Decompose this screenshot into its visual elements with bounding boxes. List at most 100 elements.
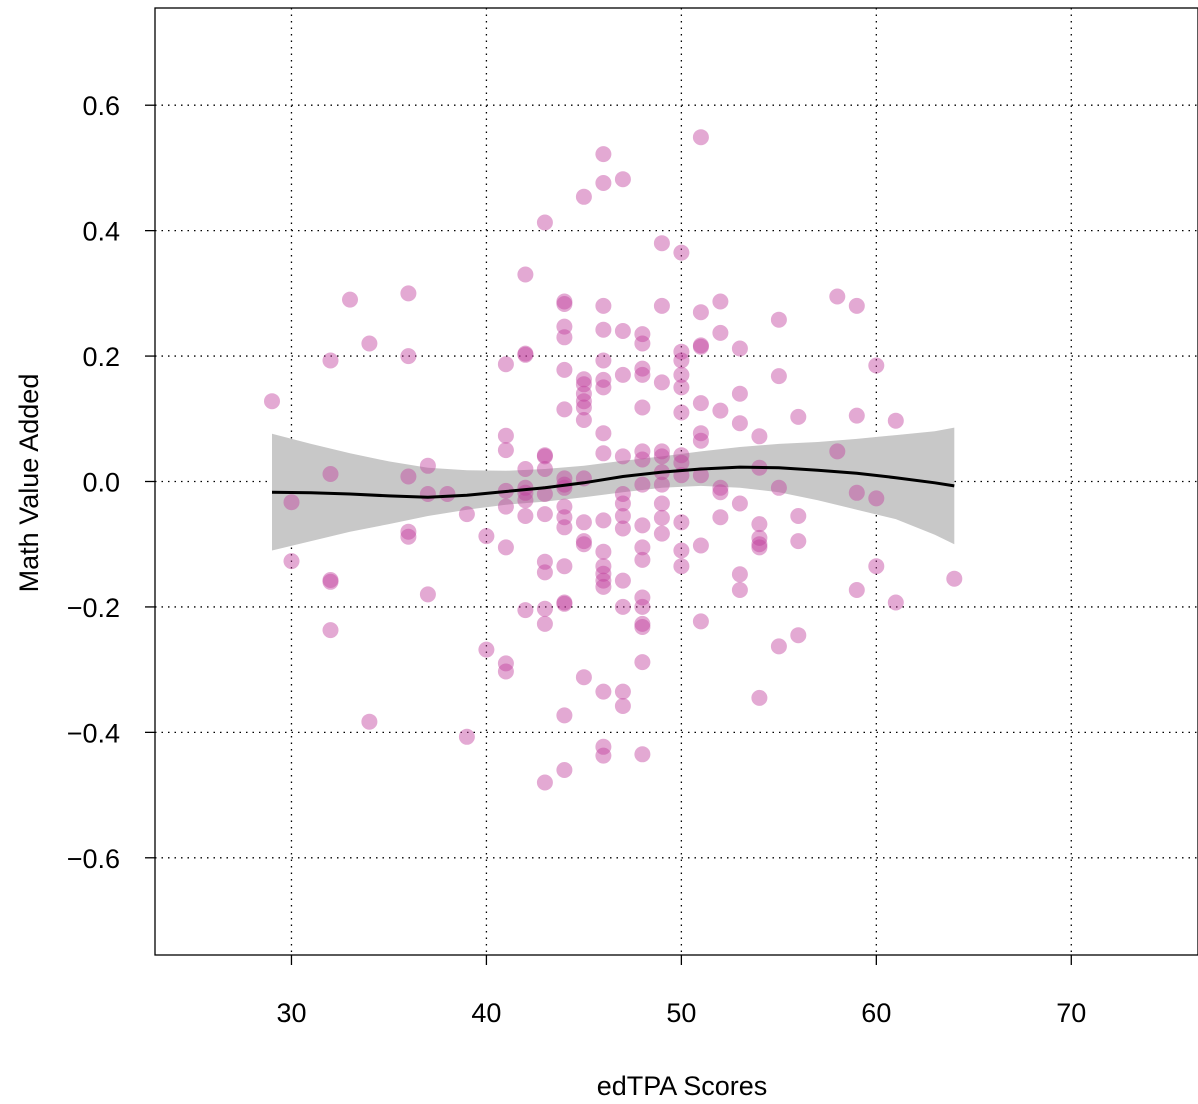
data-point (712, 324, 729, 341)
data-point (595, 352, 612, 369)
data-point (595, 297, 612, 314)
data-point (614, 508, 631, 524)
data-point (556, 594, 573, 611)
data-point (614, 366, 631, 383)
data-point (634, 476, 651, 493)
data-point (595, 321, 612, 338)
data-point (712, 402, 729, 419)
data-point (673, 514, 690, 531)
data-point (692, 304, 709, 321)
data-point (673, 352, 690, 369)
data-point (673, 404, 690, 421)
data-point (575, 533, 592, 550)
data-point (712, 479, 729, 496)
data-point (770, 311, 787, 328)
data-point (692, 467, 709, 484)
data-point (634, 615, 651, 632)
data-point (283, 553, 300, 570)
data-point (634, 746, 651, 763)
data-point (556, 401, 573, 418)
data-point (517, 508, 534, 524)
data-point (536, 774, 553, 791)
data-point (692, 613, 709, 630)
data-point (673, 366, 690, 383)
data-point (634, 654, 651, 671)
data-point (536, 553, 553, 570)
data-point (595, 572, 612, 589)
data-point (614, 520, 631, 537)
data-point (614, 598, 631, 615)
data-point (595, 683, 612, 700)
y-axis-title: Math Value Added (14, 374, 44, 593)
data-point (692, 337, 709, 354)
data-point (575, 385, 592, 402)
data-point (556, 470, 573, 487)
data-point (770, 638, 787, 655)
data-point (614, 448, 631, 465)
data-point (887, 412, 904, 429)
data-point (731, 582, 748, 598)
x-tick-label: 30 (276, 998, 306, 1028)
data-point (575, 371, 592, 388)
data-point (790, 508, 807, 524)
data-point (751, 529, 768, 546)
data-point (556, 509, 573, 526)
data-point (692, 129, 709, 146)
smooth-fit-line (271, 465, 955, 499)
data-point (731, 385, 748, 402)
x-tick-label: 40 (471, 998, 501, 1028)
data-point (595, 565, 612, 582)
data-point (614, 486, 631, 502)
data-point (673, 447, 690, 464)
data-point (692, 432, 709, 449)
data-point (556, 707, 573, 724)
data-point (751, 539, 768, 556)
y-tick-label: −0.6 (67, 844, 120, 874)
data-point (517, 346, 534, 363)
data-point (497, 356, 514, 373)
data-point (556, 318, 573, 335)
data-point (868, 490, 885, 507)
data-point (634, 360, 651, 377)
data-point (419, 486, 436, 502)
y-tick-label: 0.2 (82, 342, 120, 372)
data-point (653, 235, 670, 252)
data-point (322, 466, 339, 482)
data-point (848, 407, 865, 424)
data-point (751, 516, 768, 533)
data-point (614, 572, 631, 589)
data-point (673, 454, 690, 471)
data-point (400, 468, 417, 485)
data-point (458, 728, 475, 745)
data-point (322, 573, 339, 590)
data-point (556, 558, 573, 575)
data-point (595, 146, 612, 163)
data-point (283, 494, 300, 511)
data-point (595, 747, 612, 764)
data-point (595, 578, 612, 595)
data-point (731, 566, 748, 583)
data-point (400, 523, 417, 540)
data-point (673, 379, 690, 396)
data-point (575, 536, 592, 553)
data-point (439, 486, 456, 502)
data-point (575, 399, 592, 416)
data-point (536, 214, 553, 231)
data-point (634, 598, 651, 615)
data-point (614, 683, 631, 700)
data-point (634, 443, 651, 460)
data-point (556, 595, 573, 612)
data-point (653, 374, 670, 391)
data-point (595, 175, 612, 191)
data-point (536, 461, 553, 477)
data-point (497, 655, 514, 672)
data-point (634, 619, 651, 635)
data-point (712, 509, 729, 526)
data-point (829, 288, 846, 305)
x-tick-label: 70 (1056, 998, 1086, 1028)
data-point (361, 713, 378, 730)
data-point (712, 484, 729, 501)
data-point (595, 445, 612, 462)
data-point (517, 492, 534, 509)
